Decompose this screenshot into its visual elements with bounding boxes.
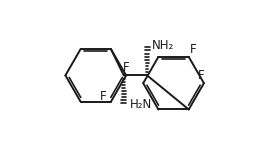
Text: F: F: [100, 90, 107, 103]
Text: F: F: [190, 43, 197, 56]
Text: NH₂: NH₂: [152, 39, 174, 51]
Text: H₂N: H₂N: [130, 98, 152, 111]
Text: F: F: [123, 61, 129, 74]
Text: F: F: [198, 69, 204, 82]
